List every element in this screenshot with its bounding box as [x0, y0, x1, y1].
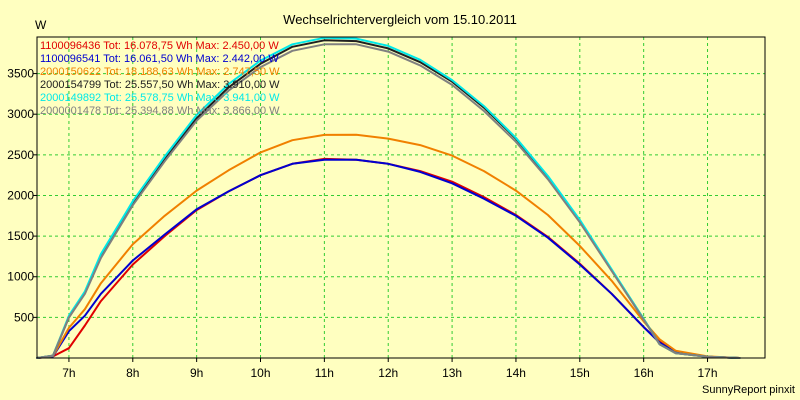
x-tick-label: 12h	[378, 366, 398, 380]
x-tick-label: 10h	[250, 366, 270, 380]
legend-entry: 1100096436 Tot: 16.078,75 Wh Max: 2.450,…	[40, 40, 279, 52]
legend-entry: 2000154799 Tot: 25.557,50 Wh Max: 3.910,…	[40, 79, 280, 91]
x-tick-label: 8h	[126, 366, 139, 380]
x-tick-label: 9h	[190, 366, 203, 380]
y-tick-label: 2500	[7, 148, 34, 162]
y-tick-label: 3000	[7, 107, 34, 121]
plot-background	[37, 37, 765, 358]
legend-entry: 1100096541 Tot: 16.061,50 Wh Max: 2.442,…	[40, 53, 279, 65]
x-tick-label: 17h	[698, 366, 718, 380]
footer-text: SunnyReport pinxit	[702, 384, 795, 396]
y-axis-label: W	[35, 18, 47, 32]
x-tick-label: 13h	[442, 366, 462, 380]
plot-area: 7h 8h 9h 10h 11h 12h 13h 14h 15h 16h 17h 500 1000 150…	[7, 36, 766, 380]
series-line	[36, 43, 741, 359]
chart-title: Wechselrichtervergleich vom 15.10.2011	[283, 12, 517, 27]
x-tick-label: 14h	[506, 366, 526, 380]
y-tick-label: 3500	[7, 67, 34, 81]
x-tick-label: 7h	[62, 366, 75, 380]
series-line	[36, 158, 741, 359]
legend-entry: 2000149892 Tot: 25.578,75 Wh Max: 3.941,…	[40, 92, 280, 104]
y-tick-label: 2000	[7, 188, 34, 202]
x-tick-label: 15h	[570, 366, 590, 380]
x-tick-label: 11h	[315, 366, 334, 380]
plot-frame	[36, 36, 766, 359]
legend-entry: 2000150622 Tot: 18.188,63 Wh Max: 2.747,…	[40, 66, 280, 78]
series-line	[36, 133, 741, 359]
y-tick-label: 1500	[7, 229, 34, 243]
legend-entry: 2000001478 Tot: 25.394,88 Wh Max: 3.866,…	[40, 105, 280, 117]
y-tick-label: 500	[14, 310, 34, 324]
y-tick-label: 1000	[7, 270, 34, 284]
x-tick-label: 16h	[634, 366, 654, 380]
